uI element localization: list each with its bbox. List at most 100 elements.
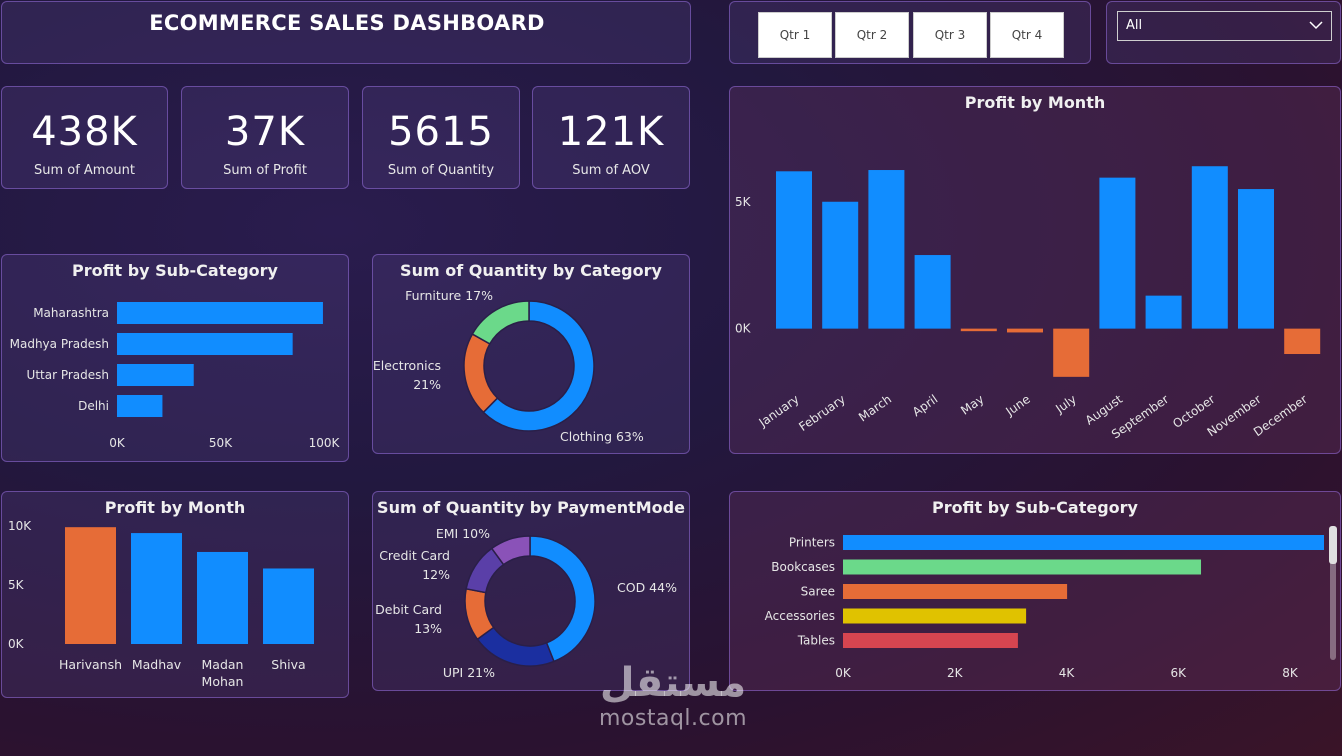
watermark-logo: مستقل mostaql.com: [588, 660, 758, 750]
tick-label: 0K: [735, 322, 752, 336]
kpi-label: Sum of Profit: [223, 163, 307, 178]
bar: [65, 527, 116, 644]
bar: [776, 171, 812, 329]
kpi-label: Sum of Amount: [33, 163, 136, 178]
kpi-label: Sum of Quantity: [387, 163, 495, 178]
bar: [843, 535, 1324, 550]
category-label: April: [910, 392, 941, 419]
bar: [1284, 328, 1321, 355]
kpi-value: 438K: [31, 109, 138, 155]
tick-label: 0K: [8, 637, 25, 651]
qtr1-button[interactable]: Qtr 1: [758, 12, 832, 58]
category-label: July: [1052, 392, 1079, 416]
chart-panel-profit-by-month: Profit by Month January February March Apri…: [729, 86, 1341, 454]
slice: [482, 300, 595, 432]
slice-label: Credit Card 12%: [379, 548, 450, 582]
slice-label: Furniture 17%: [405, 288, 493, 303]
chart-title: Profit by Sub-Category: [932, 498, 1138, 517]
kpi-value: 37K: [224, 109, 306, 155]
scrollbar[interactable]: [1330, 526, 1336, 660]
page-title: ECOMMERCE SALES DASHBOARD: [149, 11, 545, 35]
bar: [1145, 295, 1182, 329]
slice-label: Electronics 21%: [373, 358, 441, 392]
category-label: Printers: [789, 536, 835, 550]
kpi-card-profit: 37K Sum of Profit: [181, 86, 349, 189]
slice: [471, 300, 530, 345]
category-label: Uttar Pradesh: [27, 368, 109, 382]
category-label: Madhya Pradesh: [10, 337, 109, 351]
kpi-card-amount: 438K Sum of Amount: [1, 86, 168, 189]
bar: [263, 568, 314, 644]
bar: [843, 608, 1027, 624]
chart-title: Profit by Sub-Category: [72, 261, 278, 280]
bar: [1238, 189, 1274, 329]
tick-label: 100K: [309, 436, 341, 450]
chevron-down-icon: [1309, 21, 1323, 30]
bar: [960, 328, 997, 332]
bar: [1053, 328, 1090, 377]
slice-label: COD 44%: [617, 580, 677, 595]
tick-label: 0K: [835, 666, 852, 680]
category-label: Bookcases: [771, 560, 835, 574]
slice-label: EMI 10%: [436, 526, 490, 541]
slice: [463, 333, 499, 414]
category-label: Shiva: [271, 657, 305, 672]
watermark-latin: mostaql.com: [598, 706, 748, 731]
qtr2-button[interactable]: Qtr 2: [835, 12, 909, 58]
category-label: Madhav: [132, 657, 182, 672]
chart-title: Sum of Quantity by PaymentMode: [377, 498, 685, 517]
category-label: Accessories: [765, 609, 835, 623]
chart-title: Profit by Month: [104, 498, 246, 517]
category-label: February: [796, 392, 848, 434]
category-label: Delhi: [78, 399, 109, 413]
tick-label: 6K: [1170, 666, 1187, 680]
bar: [197, 551, 248, 644]
category-label: Madan Mohan: [202, 657, 244, 689]
category-label: Harivansh: [59, 657, 122, 672]
bar: [131, 533, 182, 644]
bar: [843, 559, 1202, 575]
bar: [914, 255, 951, 329]
kpi-label: Sum of AOV: [572, 163, 650, 178]
tick-label: 8K: [1282, 666, 1299, 680]
chart-panel-quantity-by-category: Sum of Quantity by Category Furniture 17…: [372, 254, 690, 454]
kpi-card-quantity: 5615 Sum of Quantity: [362, 86, 520, 189]
slice: [476, 626, 555, 667]
filter-value: All: [1126, 18, 1143, 33]
qtr4-button[interactable]: Qtr 4: [990, 12, 1064, 58]
tick-label: 5K: [8, 578, 25, 592]
slice: [529, 535, 596, 663]
kpi-card-aov: 121K Sum of AOV: [532, 86, 690, 189]
chart-panel-profit-by-subcategory: Profit by Sub-Category Printers Bookcases…: [729, 491, 1341, 691]
category-label: Tables: [797, 634, 835, 648]
tick-label: 50K: [209, 436, 233, 450]
title-panel: ECOMMERCE SALES DASHBOARD: [1, 1, 691, 64]
profit-by-customer-chart: Harivansh Madhav Madan Mohan Shiva 0K 5K 10K: [8, 519, 314, 689]
tick-label: 2K: [947, 666, 964, 680]
bar: [117, 364, 194, 386]
slice-label: UPI 21%: [443, 665, 495, 680]
filter-panel: All: [1106, 1, 1341, 64]
bar: [117, 333, 293, 355]
tick-label: 5K: [735, 195, 752, 209]
bar: [1007, 328, 1043, 333]
quantity-by-category-chart: Furniture 17% Electronics 21% Clothing 63%: [373, 288, 644, 444]
bar: [1099, 177, 1136, 329]
watermark-arabic: مستقل: [599, 660, 747, 706]
profit-by-state-chart: Maharashtra Madhya Pradesh Uttar Pradesh De…: [10, 302, 341, 450]
slice: [490, 535, 531, 566]
kpi-value: 5615: [388, 109, 494, 155]
profit-by-subcategory-chart: Printers Bookcases Saree Accessories Tables 0…: [765, 535, 1324, 680]
bar: [117, 395, 163, 417]
qtr3-button[interactable]: Qtr 3: [913, 12, 987, 58]
filter-dropdown[interactable]: All: [1117, 11, 1332, 41]
bar: [843, 633, 1018, 648]
scrollbar-thumb[interactable]: [1329, 526, 1337, 564]
tick-label: 4K: [1059, 666, 1076, 680]
bar: [822, 201, 859, 329]
tick-label: 10K: [8, 519, 32, 533]
kpi-value: 121K: [557, 109, 665, 155]
chart-panel-profit-by-state: Profit by Sub-Category Maharashtra Madhya…: [1, 254, 349, 462]
chart-title: Sum of Quantity by Category: [400, 261, 662, 280]
quarter-slicer: Qtr 1 Qtr 2 Qtr 3 Qtr 4: [729, 1, 1091, 64]
